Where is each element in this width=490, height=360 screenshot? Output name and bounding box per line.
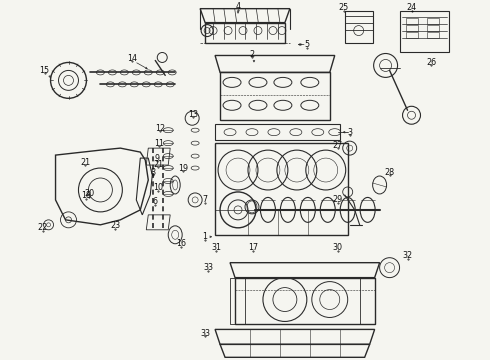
- Bar: [427, 18, 440, 24]
- Text: 26: 26: [426, 58, 437, 67]
- Text: 24: 24: [407, 3, 416, 12]
- Text: 15: 15: [40, 66, 49, 75]
- Text: 22: 22: [37, 223, 48, 232]
- Bar: [427, 32, 440, 37]
- Text: 1: 1: [202, 232, 208, 241]
- Bar: [406, 18, 417, 24]
- Bar: [427, 24, 440, 31]
- Text: 4: 4: [236, 2, 241, 11]
- Text: 14: 14: [127, 54, 137, 63]
- Text: 29: 29: [333, 195, 343, 204]
- Text: 33: 33: [203, 263, 213, 272]
- Text: 21: 21: [80, 158, 91, 167]
- Text: 2: 2: [249, 50, 254, 59]
- Text: 25: 25: [339, 3, 349, 12]
- Bar: [406, 24, 417, 31]
- Bar: [406, 32, 417, 37]
- Text: 11: 11: [154, 139, 164, 148]
- Text: 16: 16: [176, 239, 186, 248]
- Text: 32: 32: [402, 251, 413, 260]
- Text: 19: 19: [178, 163, 188, 172]
- Text: 12: 12: [155, 124, 165, 133]
- Bar: [345, 11, 372, 42]
- Bar: [399, 11, 449, 53]
- Bar: [230, 278, 245, 324]
- Text: 28: 28: [385, 167, 394, 176]
- Text: 17: 17: [248, 243, 258, 252]
- Text: 21: 21: [153, 159, 163, 168]
- Text: 27: 27: [333, 141, 343, 150]
- Text: 33: 33: [200, 329, 210, 338]
- Text: 30: 30: [333, 243, 343, 252]
- Text: 3: 3: [347, 128, 352, 137]
- Text: 10: 10: [153, 184, 163, 193]
- Text: 5: 5: [304, 40, 309, 49]
- Text: 18: 18: [81, 192, 92, 201]
- Bar: [360, 278, 375, 324]
- Text: 20: 20: [84, 189, 95, 198]
- Text: 8: 8: [151, 167, 156, 176]
- Text: 9: 9: [155, 154, 160, 163]
- Text: 31: 31: [211, 243, 221, 252]
- Text: 23: 23: [110, 221, 121, 230]
- Text: 13: 13: [188, 110, 198, 119]
- Text: 6: 6: [153, 197, 158, 206]
- Text: 7: 7: [202, 195, 208, 204]
